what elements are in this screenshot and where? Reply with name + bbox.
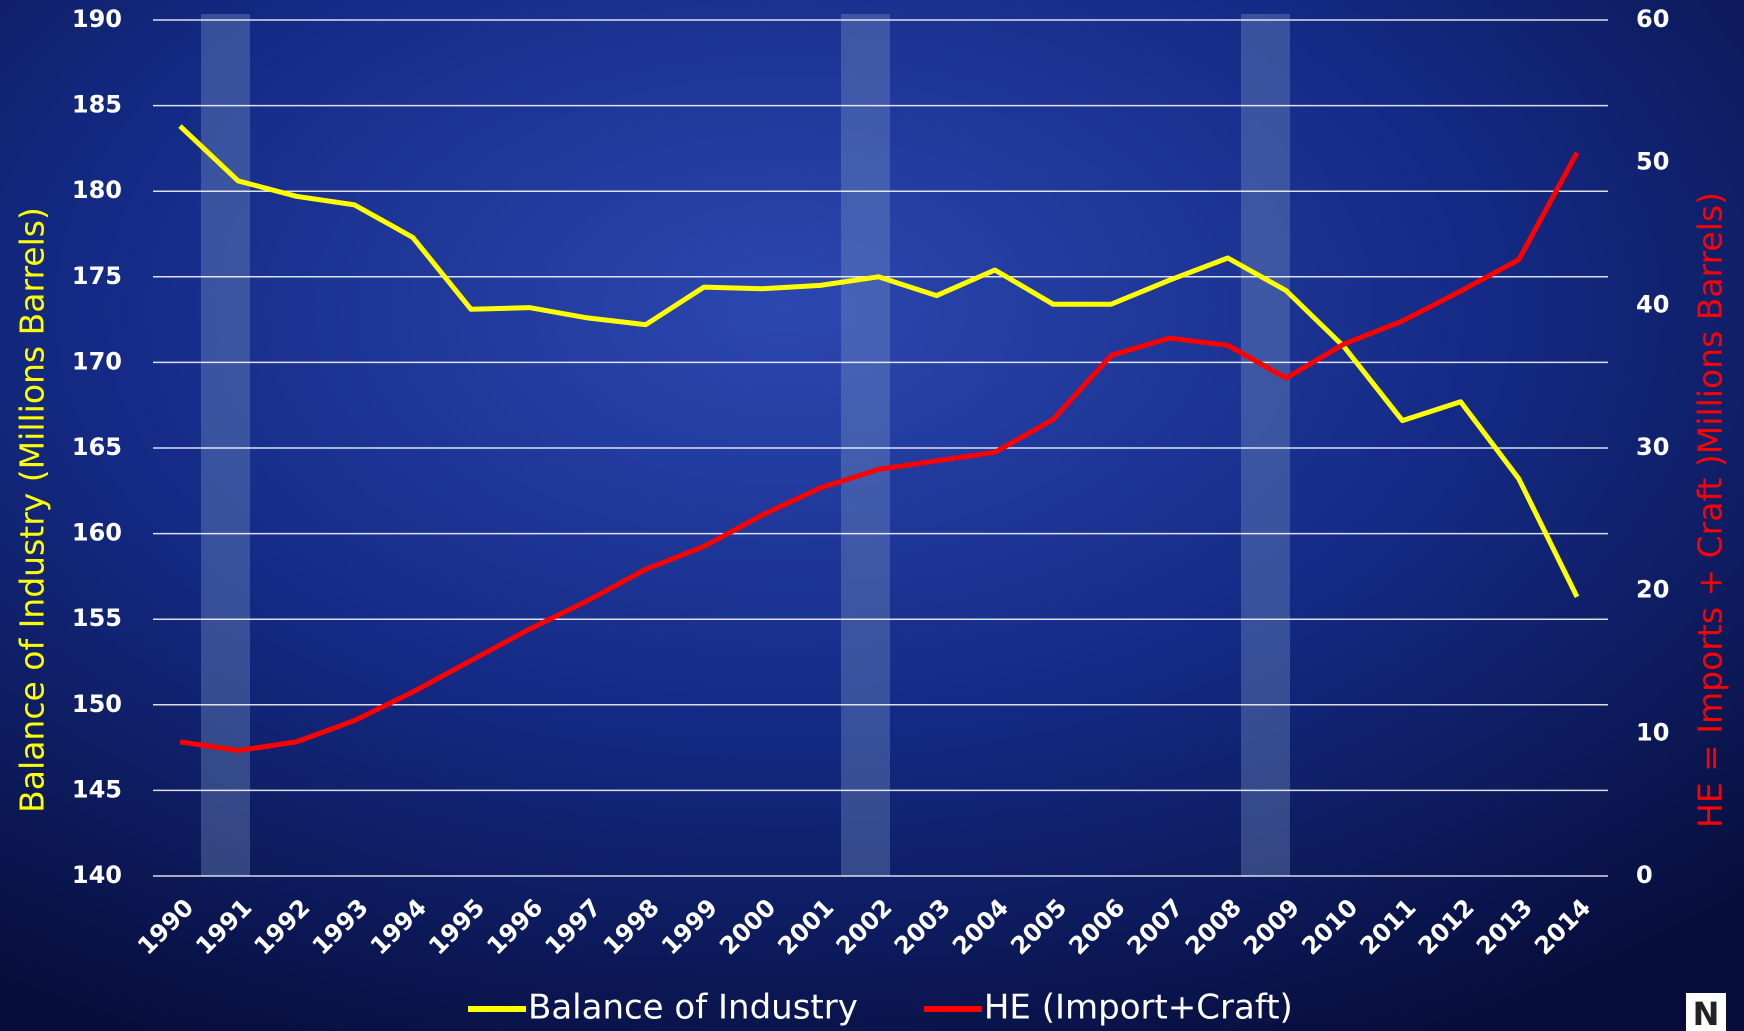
logo-box — [1686, 993, 1726, 1031]
y2-tick-label: 30 — [1636, 433, 1669, 461]
y2-tick-label: 40 — [1636, 290, 1669, 318]
y2-tick-label: 60 — [1636, 5, 1669, 33]
y-tick-label: 180 — [72, 176, 122, 204]
series-line — [178, 124, 1580, 599]
y-tick-label: 160 — [72, 519, 122, 547]
y-tick-label: 155 — [72, 604, 122, 632]
y2-tick-label: 20 — [1636, 576, 1669, 604]
shade-band — [201, 14, 250, 876]
y2-tick-label: 50 — [1636, 148, 1669, 176]
y-tick-label: 150 — [72, 690, 122, 718]
logo: N — [1693, 995, 1720, 1031]
legend-label: Balance of Industry — [528, 988, 858, 1028]
y2-axis-title: HE = Imports + Craft )Millions Barrels) — [1691, 192, 1730, 828]
shade-band — [1241, 14, 1290, 876]
y2-tick-label: 0 — [1636, 861, 1653, 889]
y-tick-label: 165 — [72, 433, 122, 461]
shade-band — [841, 14, 890, 876]
y-tick-label: 145 — [72, 775, 122, 803]
series-line — [179, 151, 1580, 753]
y-tick-label: 190 — [72, 5, 122, 33]
legend-label: HE (Import+Craft) — [984, 988, 1293, 1028]
y-tick-label: 175 — [72, 262, 122, 290]
y-tick-label: 140 — [72, 861, 122, 889]
y-tick-label: 170 — [72, 347, 122, 375]
y-tick-label: 185 — [72, 91, 122, 119]
y-axis-title: Balance of Industry (Millions Barrels) — [13, 207, 52, 813]
y2-tick-label: 10 — [1636, 718, 1669, 746]
